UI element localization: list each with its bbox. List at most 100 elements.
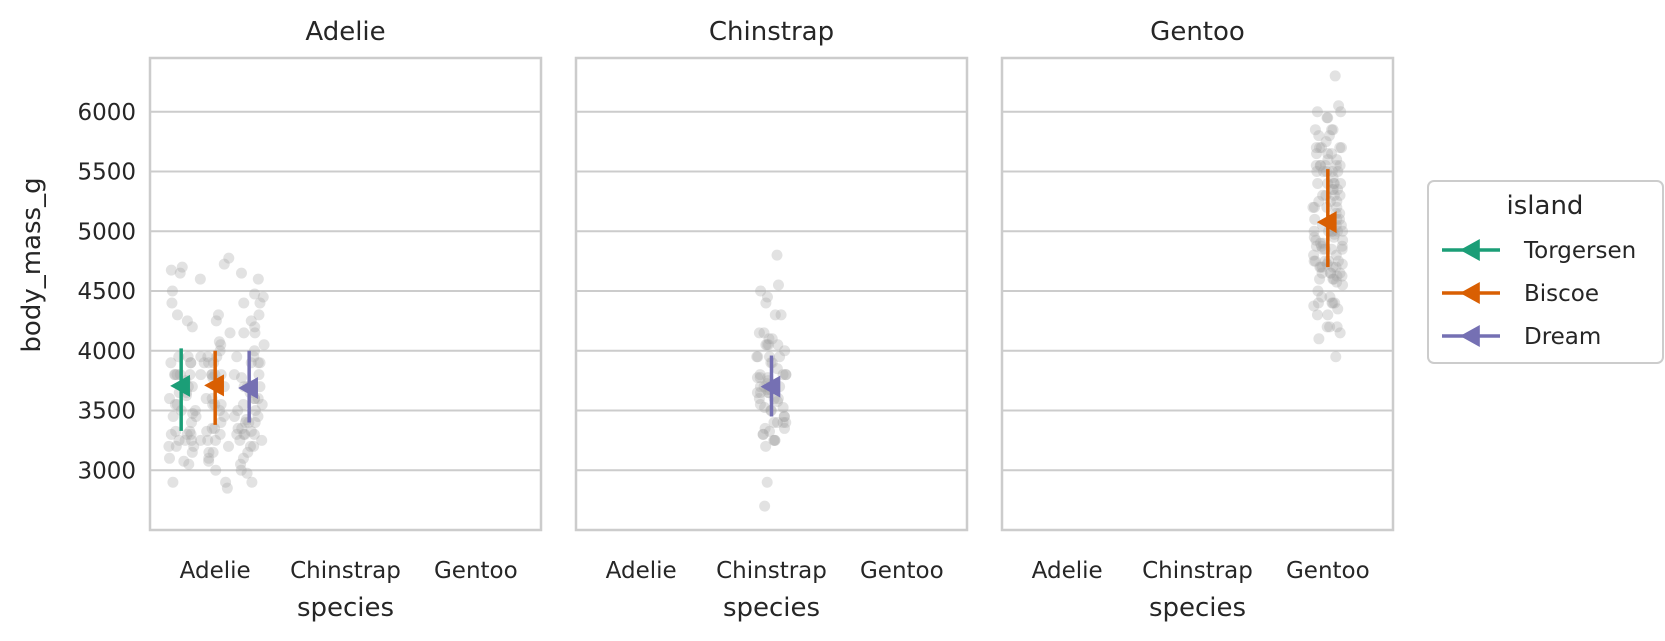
- data-point: [195, 434, 207, 446]
- legend-label: Biscoe: [1524, 281, 1599, 307]
- data-point: [198, 357, 210, 369]
- data-point: [779, 345, 791, 357]
- data-point: [1317, 243, 1329, 255]
- data-point: [1336, 243, 1348, 255]
- data-point: [1336, 240, 1348, 252]
- legend-item-biscoe: Biscoe: [1442, 281, 1599, 307]
- data-point: [200, 393, 212, 405]
- panel-frame: [1000, 56, 1395, 532]
- data-point: [1331, 154, 1343, 166]
- data-point: [258, 339, 270, 351]
- data-point: [1327, 183, 1339, 195]
- data-point: [173, 434, 185, 446]
- data-point: [1309, 255, 1321, 267]
- data-point: [249, 416, 261, 428]
- data-point: [176, 261, 188, 273]
- data-point: [194, 273, 206, 285]
- data-point: [1326, 297, 1338, 309]
- y-axis-label: body_mass_g: [17, 177, 47, 352]
- data-point: [195, 351, 207, 363]
- x-tick-label: Gentoo: [1286, 558, 1370, 584]
- panel-frame: [148, 56, 543, 532]
- data-point: [215, 416, 227, 428]
- data-point: [1324, 321, 1336, 333]
- data-point: [183, 458, 195, 470]
- data-point: [1326, 148, 1338, 160]
- data-point: [1334, 207, 1346, 219]
- data-point: [254, 297, 266, 309]
- data-point: [1320, 136, 1332, 148]
- data-point: [1330, 160, 1342, 172]
- data-point: [244, 440, 256, 452]
- data-point: [1326, 124, 1338, 136]
- data-point: [228, 369, 240, 381]
- data-point: [755, 387, 767, 399]
- data-point: [215, 339, 227, 351]
- data-point: [256, 434, 268, 446]
- data-point: [1317, 237, 1329, 249]
- data-point: [1330, 351, 1342, 363]
- data-point: [171, 309, 183, 321]
- data-point: [1311, 106, 1323, 118]
- data-point: [1312, 297, 1324, 309]
- data-point: [237, 452, 249, 464]
- data-point: [238, 327, 250, 339]
- chart-panels: Adelie Adelie Chinstrap Gentoo species 3000 35…: [77, 17, 1395, 623]
- x-tick-label: Chinstrap: [716, 558, 827, 584]
- legend-item-torgersen: Torgersen: [1442, 238, 1636, 264]
- data-point: [778, 422, 790, 434]
- data-point: [1316, 291, 1328, 303]
- data-point: [1316, 267, 1328, 279]
- data-point: [186, 321, 198, 333]
- data-point: [1337, 225, 1349, 237]
- data-point: [210, 315, 222, 327]
- data-point: [769, 434, 781, 446]
- data-point: [1327, 171, 1339, 183]
- data-point: [1331, 201, 1343, 213]
- data-point: [1308, 231, 1320, 243]
- data-point: [760, 339, 772, 351]
- data-point: [751, 372, 763, 384]
- data-point: [239, 428, 251, 440]
- data-point: [1335, 219, 1347, 231]
- data-point: [203, 452, 215, 464]
- y-tick-label: 5000: [77, 219, 136, 245]
- data-point: [252, 273, 264, 285]
- data-point: [170, 425, 182, 437]
- legend-title: island: [1507, 191, 1584, 221]
- data-point: [249, 288, 261, 300]
- data-point: [256, 399, 268, 411]
- data-point: [220, 476, 232, 488]
- data-point: [235, 464, 247, 476]
- data-point: [186, 446, 198, 458]
- data-point: [203, 455, 215, 467]
- data-point: [1336, 258, 1348, 270]
- data-point: [249, 321, 261, 333]
- data-point: [236, 372, 248, 384]
- data-point: [769, 434, 781, 446]
- data-point: [187, 407, 199, 419]
- data-point: [179, 434, 191, 446]
- mean-marker: [1316, 211, 1337, 234]
- data-point: [1315, 240, 1327, 252]
- legend: island Torgersen Biscoe Dream: [1427, 180, 1664, 364]
- data-point: [185, 357, 197, 369]
- data-point: [170, 440, 182, 452]
- data-point: [759, 500, 771, 512]
- data-point: [1310, 240, 1322, 252]
- y-tick-label: 6000: [77, 100, 136, 126]
- panel-adelie: Adelie Adelie Chinstrap Gentoo species 3000 35…: [77, 17, 543, 623]
- data-point: [1311, 309, 1323, 321]
- data-point: [771, 363, 783, 375]
- data-point: [753, 393, 765, 405]
- data-point: [181, 428, 193, 440]
- data-point: [754, 372, 766, 384]
- data-point: [185, 357, 197, 369]
- data-point: [248, 351, 260, 363]
- data-point: [751, 387, 763, 399]
- data-point: [772, 393, 784, 405]
- data-point: [164, 393, 176, 405]
- data-point: [167, 410, 179, 422]
- data-point: [1335, 106, 1347, 118]
- data-point: [209, 434, 221, 446]
